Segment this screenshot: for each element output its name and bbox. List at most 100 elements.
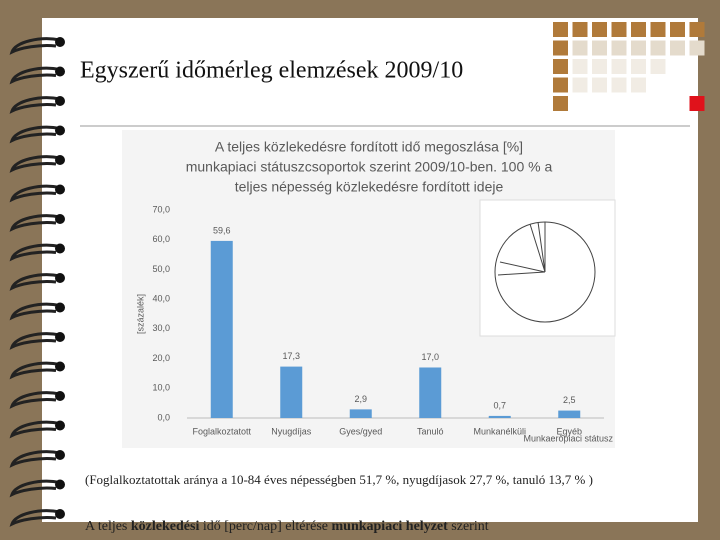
spiral — [9, 479, 61, 498]
y-axis-label: [százalék] — [135, 294, 145, 334]
spiral-hole — [55, 361, 65, 372]
note-part: közlekedési — [130, 519, 200, 534]
spiral — [9, 509, 61, 527]
note: A teljes közlekedési idő [perc/nap] elté… — [85, 503, 489, 535]
spiral-hole — [55, 184, 65, 195]
corner-square — [553, 96, 568, 111]
corner-square — [553, 77, 568, 93]
slide-title: Egyszerű időmérleg elemzések 2009/10 — [80, 58, 463, 84]
y-tick-label: 0,0 — [157, 412, 170, 422]
spiral-hole — [55, 96, 65, 106]
corner-square — [592, 40, 607, 56]
corner-square — [611, 22, 627, 37]
spiral-hole — [55, 155, 65, 165]
spiral — [9, 37, 61, 55]
note: (Foglalkoztatottak aránya a 10-84 éves n… — [85, 472, 593, 487]
corner-square — [689, 22, 705, 37]
spiral-hole — [55, 450, 65, 460]
chart-title: munkapiaci státuszcsoportok szerint 2009… — [186, 159, 553, 175]
value-label: 17,3 — [282, 351, 300, 361]
corner-square — [592, 59, 607, 74]
decoration — [9, 22, 705, 527]
y-tick-label: 50,0 — [152, 264, 170, 274]
spiral — [9, 420, 61, 439]
corner-square — [611, 40, 627, 56]
spiral — [9, 243, 61, 262]
spiral — [9, 125, 61, 144]
corner-square — [572, 40, 588, 56]
spiral-hole — [55, 243, 65, 254]
corner-square — [631, 59, 646, 74]
x-tick-label: Egyéb — [556, 426, 582, 436]
spiral-hole — [55, 273, 65, 283]
spiral-hole — [55, 391, 65, 401]
spiral — [9, 450, 61, 468]
corner-square — [592, 22, 607, 37]
bar — [210, 240, 233, 418]
corner-square — [631, 77, 646, 93]
y-tick-label: 60,0 — [152, 234, 170, 244]
spiral — [9, 96, 61, 114]
corner-square — [631, 22, 646, 37]
y-tick-label: 30,0 — [152, 323, 170, 333]
y-tick-label: 20,0 — [152, 353, 170, 363]
spiral-hole — [55, 125, 65, 136]
y-tick-label: 40,0 — [152, 294, 170, 304]
x-tick-label: Foglalkoztatott — [192, 426, 251, 436]
corner-square — [631, 40, 646, 56]
spiral-hole — [55, 66, 65, 77]
corner-square — [592, 77, 607, 93]
corner-square — [611, 77, 627, 93]
spiral-hole — [55, 37, 65, 47]
spiral — [9, 302, 61, 321]
corner-square — [689, 96, 705, 111]
spiral-hole — [55, 214, 65, 224]
value-label: 2,9 — [354, 394, 367, 404]
corner-square — [650, 59, 666, 74]
corner-square — [553, 22, 568, 37]
corner-square — [553, 40, 568, 56]
bar — [419, 367, 442, 418]
spiral — [9, 273, 61, 291]
spiral — [9, 214, 61, 232]
spiral — [9, 184, 61, 203]
corner-square — [650, 22, 666, 37]
corner-square — [572, 77, 588, 93]
inset-lines — [497, 221, 546, 276]
spiral-hole — [55, 509, 65, 519]
corner-square — [572, 22, 588, 37]
corner-square — [670, 22, 685, 37]
spiral-hole — [55, 302, 65, 313]
chart-title: A teljes közlekedésre fordított idő mego… — [215, 139, 523, 155]
spiral-hole — [55, 479, 65, 490]
bar — [349, 409, 372, 418]
bar — [488, 415, 511, 418]
note-part: idő [perc/nap] eltérése — [199, 519, 332, 534]
corner-square — [553, 59, 568, 74]
y-tick-label: 10,0 — [152, 383, 170, 393]
spiral — [9, 361, 61, 380]
x-tick-label: Nyugdíjas — [271, 426, 312, 436]
value-label: 2,5 — [563, 395, 576, 405]
bar — [280, 366, 303, 418]
spiral — [9, 391, 61, 409]
note-part: munkapiaci helyzet — [331, 519, 448, 534]
corner-square — [650, 40, 666, 56]
inset-pie — [479, 199, 616, 337]
x-tick-label: Gyes/gyed — [339, 426, 382, 436]
bar — [558, 410, 581, 418]
value-label: 17,0 — [421, 352, 439, 362]
spiral — [9, 66, 61, 85]
y-tick-label: 70,0 — [152, 204, 170, 214]
chart-title: teljes népesség közlekedésre fordított i… — [235, 179, 504, 195]
value-label: 0,7 — [493, 400, 506, 410]
x-tick-label: Munkanélküli — [473, 426, 526, 436]
spiral — [9, 332, 61, 350]
corner-square — [670, 40, 685, 56]
note-part: A teljes — [85, 519, 131, 534]
spiral — [9, 155, 61, 173]
spiral-hole — [55, 420, 65, 431]
note-part: szerint — [447, 519, 489, 534]
